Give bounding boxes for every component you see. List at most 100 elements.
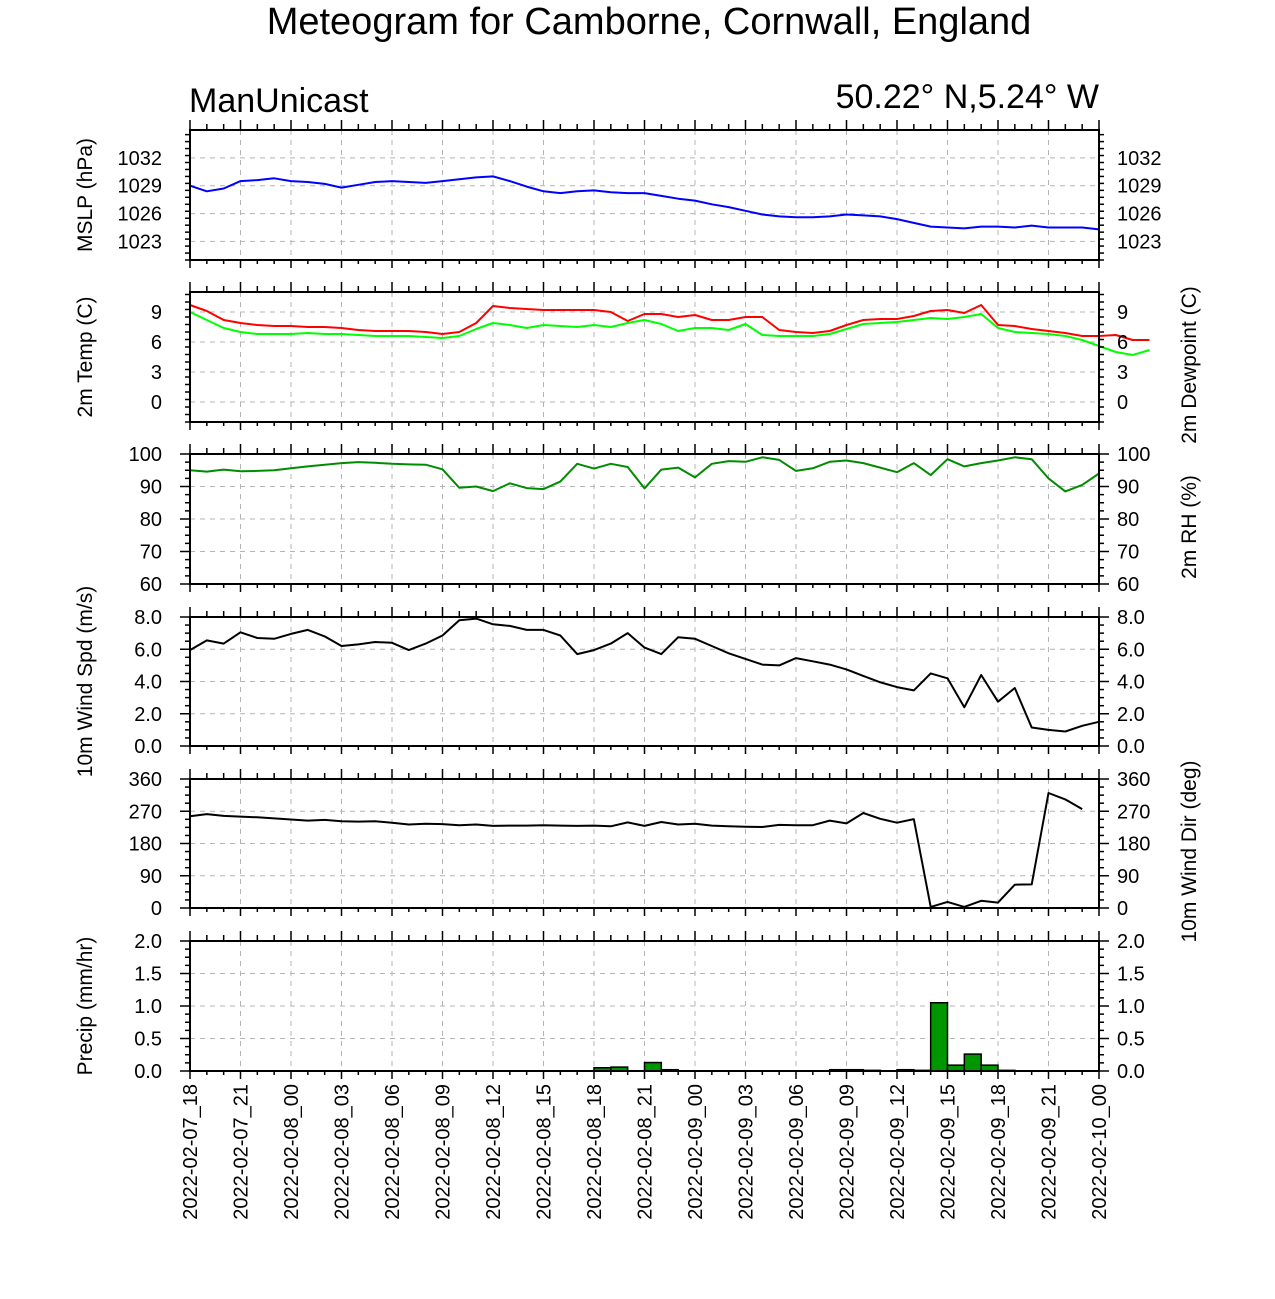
y-tick-label: 4.0 (134, 672, 162, 694)
y-axis-label-left: Precip (mm/hr) (74, 937, 97, 1076)
x-tick-label: 2022-02-07_18 (180, 1084, 202, 1220)
y-tick-label-right: 2.0 (1117, 931, 1145, 953)
y-axis-label-right: 2m Dewpoint (C) (1178, 286, 1201, 444)
x-tick-label: 2022-02-09_09 (837, 1084, 859, 1220)
precip-bar (929, 1002, 949, 1072)
time-axis-labels: 2022-02-07_18 2022-02-07_21 2022-02-08_00 2… (180, 1084, 1111, 1220)
y-axis-label-right: 2m RH (%) (1178, 475, 1201, 579)
location-label: 50.22° N,5.24° W (836, 78, 1099, 116)
y-tick-label-right: 1032 (1117, 148, 1162, 170)
y-tick-label: 360 (129, 769, 162, 791)
y-tick-label: 90 (140, 866, 162, 888)
y-tick-label: 0.0 (134, 736, 162, 758)
y-tick-label: 1032 (118, 148, 163, 170)
x-tick-label: 2022-02-09_06 (786, 1084, 808, 1220)
y-tick-label: 0.5 (134, 1029, 162, 1051)
precip-bar (963, 1053, 982, 1072)
y-tick-label: 1.0 (134, 996, 162, 1018)
y-tick-label: 6.0 (134, 639, 162, 661)
mslp-series-line (189, 175, 1100, 231)
y-tick-label-right: 1.5 (1117, 964, 1145, 986)
panel-mslp: 1023 1023 1026 1026 1029 1029 1032 1032 MSLP (hP… (74, 120, 1162, 268)
y-tick-label-right: 360 (1117, 769, 1150, 791)
y-tick-label-right: 270 (1117, 801, 1150, 823)
y-tick-label: 0 (151, 898, 162, 920)
y-tick-label-right: 1.0 (1117, 996, 1145, 1018)
x-tick-label: 2022-02-09_03 (736, 1084, 758, 1220)
y-tick-label-right: 0.0 (1117, 736, 1145, 758)
y-tick-label-right: 1029 (1117, 176, 1162, 198)
x-tick-label: 2022-02-08_18 (584, 1084, 606, 1220)
wind_dir-series-line (189, 792, 1083, 908)
y-axis-label-left: MSLP (hPa) (74, 138, 97, 252)
y-tick-label-right: 180 (1117, 834, 1150, 856)
panel-temp: 0 0 3 3 6 6 9 9 2m Temp (C) 2m Dewpoint (C) (74, 282, 1201, 444)
y-tick-label: 2.0 (134, 704, 162, 726)
y-tick-label: 270 (129, 801, 162, 823)
wind_speed-series-line (189, 617, 1100, 733)
y-tick-label: 2.0 (134, 931, 162, 953)
rh-series-line (189, 456, 1100, 493)
panel-wind_speed: 0.0 0.0 2.0 2.0 4.0 4.0 6.0 6.0 8.0 8.0 10m Wind S… (74, 586, 1145, 777)
y-tick-label-right: 0 (1117, 392, 1128, 414)
panels: 1023 1023 1026 1026 1029 1029 1032 1032 MSLP (hP… (74, 120, 1201, 1083)
y-tick-label: 0.0 (134, 1061, 162, 1083)
x-tick-label: 2022-02-07_21 (231, 1084, 253, 1220)
x-tick-label: 2022-02-09_12 (887, 1084, 909, 1220)
y-tick-label-right: 2.0 (1117, 704, 1145, 726)
model-label: ManUnicast (189, 82, 369, 120)
y-tick-label: 0 (151, 392, 162, 414)
y-tick-label-right: 6.0 (1117, 639, 1145, 661)
y-axis-label-right: 10m Wind Dir (deg) (1178, 760, 1201, 942)
y-tick-label-right: 90 (1117, 477, 1139, 499)
y-tick-label: 1029 (118, 176, 163, 198)
y-tick-label-right: 70 (1117, 542, 1139, 564)
y-tick-label-right: 60 (1117, 574, 1139, 596)
y-tick-label: 1.5 (134, 964, 162, 986)
x-tick-label: 2022-02-08_09 (433, 1084, 455, 1220)
precip-bar (643, 1061, 663, 1072)
y-axis-label-left: 2m Temp (C) (74, 297, 97, 418)
y-tick-label: 80 (140, 509, 162, 531)
panel-wind_dir: 0 0 90 90 180 180 270 270 360 360 10m Wind Dir (de… (129, 760, 1201, 942)
y-tick-label-right: 6 (1117, 332, 1128, 354)
y-tick-label-right: 90 (1117, 866, 1139, 888)
y-tick-label: 9 (151, 302, 162, 324)
x-tick-label: 2022-02-08_21 (635, 1084, 657, 1220)
temp-series-line (189, 304, 1150, 341)
y-tick-label-right: 0.0 (1117, 1061, 1145, 1083)
y-tick-label-right: 80 (1117, 509, 1139, 531)
y-tick-label-right: 1026 (1117, 204, 1162, 226)
y-tick-label: 8.0 (134, 607, 162, 629)
y-tick-label: 1023 (118, 231, 163, 253)
y-tick-label-right: 0 (1117, 898, 1128, 920)
x-tick-label: 2022-02-08_12 (483, 1084, 505, 1220)
y-tick-label: 1026 (118, 204, 163, 226)
y-tick-label-right: 9 (1117, 302, 1128, 324)
x-tick-label: 2022-02-09_00 (685, 1084, 707, 1220)
y-tick-label-right: 8.0 (1117, 607, 1145, 629)
y-tick-label-right: 1023 (1117, 231, 1162, 253)
x-tick-label: 2022-02-09_15 (938, 1084, 960, 1220)
y-tick-label: 60 (140, 574, 162, 596)
x-tick-label: 2022-02-08_06 (382, 1084, 404, 1220)
temp-series-line (189, 311, 1150, 356)
y-tick-label-right: 3 (1117, 362, 1128, 384)
chart-title: Meteogram for Camborne, Cornwall, Englan… (267, 1, 1032, 43)
y-tick-label: 90 (140, 477, 162, 499)
x-tick-label: 2022-02-08_15 (534, 1084, 556, 1220)
y-tick-label-right: 4.0 (1117, 672, 1145, 694)
y-axis-label-left: 10m Wind Spd (m/s) (74, 586, 97, 777)
y-tick-label: 180 (129, 834, 162, 856)
x-tick-label: 2022-02-10_00 (1089, 1084, 1111, 1220)
panel-precip: 0.0 0.0 0.5 0.5 1.0 1.0 1.5 1.5 2.0 2.0 Precip (mm… (74, 931, 1145, 1083)
x-tick-label: 2022-02-09_18 (988, 1084, 1010, 1220)
y-tick-label-right: 100 (1117, 444, 1150, 466)
y-tick-label: 70 (140, 542, 162, 564)
y-tick-label: 3 (151, 362, 162, 384)
y-tick-label: 6 (151, 332, 162, 354)
x-tick-label: 2022-02-08_00 (281, 1084, 303, 1220)
panel-rh: 60 60 70 70 80 80 90 90 100 100 2m RH (%) (129, 444, 1201, 596)
x-tick-label: 2022-02-08_03 (332, 1084, 354, 1220)
